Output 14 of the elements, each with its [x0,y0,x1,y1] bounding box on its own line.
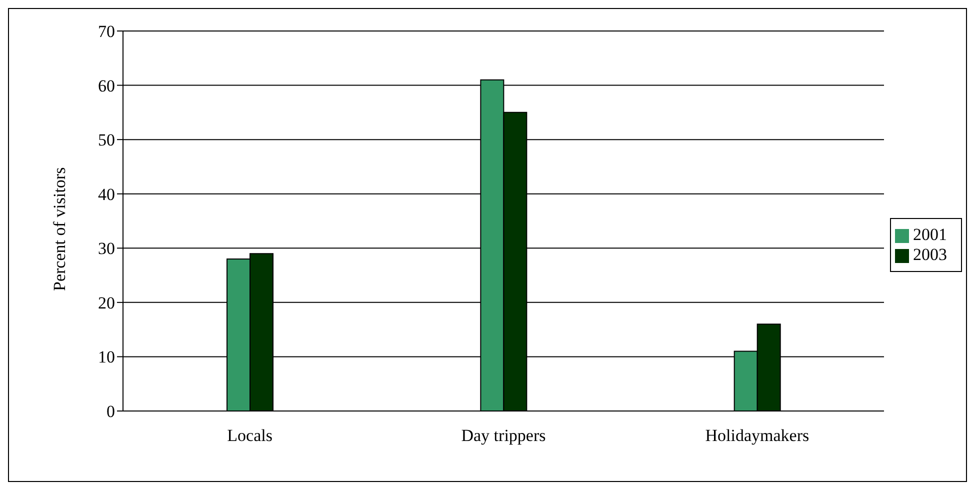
x-tick-label: Holidaymakers [705,426,810,446]
y-tick-label: 50 [98,130,115,150]
y-tick-label: 0 [106,402,115,422]
y-tick-label: 70 [98,22,115,42]
y-tick-label: 10 [98,348,115,367]
y-tick-label: 30 [98,239,115,258]
legend-label: 2001 [913,225,947,244]
x-tick-label: Day trippers [461,426,546,446]
y-axis-title: Percent of visitors [50,167,70,291]
y-tick-label: 20 [98,293,115,312]
x-tick-label: Locals [227,426,272,446]
legend-label: 2003 [913,245,947,264]
y-tick-label: 40 [98,184,115,204]
y-tick-label: 60 [98,76,115,96]
